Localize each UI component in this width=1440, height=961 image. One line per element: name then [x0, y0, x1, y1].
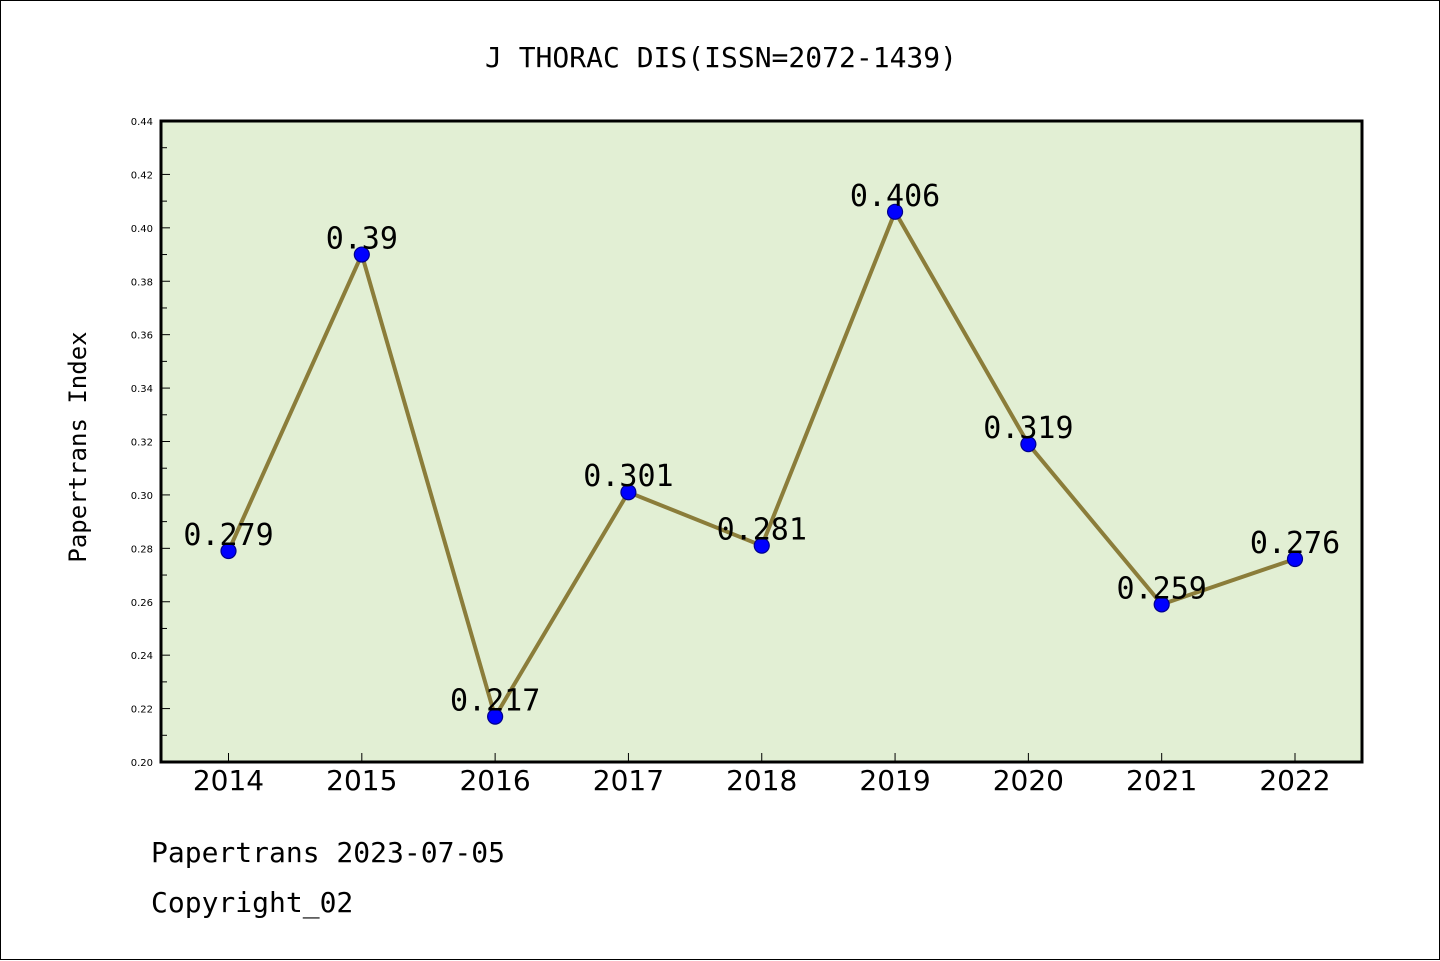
y-axis: 0.20 0.22 0.24 0.26 0.28 0.30 0.32 0.34 0.36 0.38…	[131, 117, 170, 769]
data-point-label: 0.276	[1250, 526, 1340, 561]
x-tick-label: 2019	[859, 764, 930, 797]
data-point-label: 0.281	[717, 513, 807, 548]
y-tick-label: 0.26	[131, 598, 153, 609]
y-tick-label: 0.38	[131, 277, 153, 288]
x-tick-label: 2021	[1126, 764, 1197, 797]
x-tick-label: 2016	[459, 764, 530, 797]
data-point-marker	[353, 246, 370, 263]
x-tick-label: 2018	[726, 764, 797, 797]
x-tick-label: 2014	[193, 764, 264, 797]
data-point-marker	[1153, 596, 1170, 613]
data-point-marker	[1020, 436, 1037, 453]
y-tick-label: 0.32	[131, 438, 153, 449]
data-point-marker	[886, 203, 904, 220]
series-markers	[220, 203, 1304, 725]
data-labels: 0.279 0.39 0.217 0.301 0.281 0.406 0.319 0.259 0…	[183, 179, 1340, 719]
data-point-marker	[487, 708, 504, 725]
data-point-marker	[620, 484, 637, 501]
y-tick-label: 0.20	[131, 758, 153, 769]
footer-copyright: Copyright_02	[151, 886, 354, 919]
data-point-label: 0.279	[183, 518, 273, 553]
y-tick-label: 0.28	[131, 544, 153, 555]
footer-date: Papertrans 2023-07-05	[151, 836, 506, 869]
data-point-label: 0.319	[983, 411, 1073, 446]
data-point-label: 0.39	[326, 222, 398, 257]
y-tick-label: 0.44	[131, 117, 153, 128]
x-tick-label: 2017	[593, 764, 664, 797]
y-tick-label: 0.24	[131, 651, 153, 662]
y-axis-label: Papertrans Index	[64, 331, 92, 562]
y-tick-label: 0.36	[131, 331, 153, 342]
data-point-marker	[220, 542, 237, 560]
x-tick-label: 2022	[1259, 764, 1330, 797]
x-axis: 2014 2015 2016 2017 2018 2019 2020 2021 2022	[193, 753, 1331, 797]
y-tick-label: 0.34	[131, 384, 153, 395]
x-tick-label: 2015	[326, 764, 397, 797]
data-point-marker	[1286, 550, 1304, 568]
data-point-label: 0.217	[450, 684, 540, 719]
data-point-label: 0.406	[850, 179, 940, 214]
data-point-label: 0.301	[583, 459, 673, 494]
y-tick-label: 0.40	[131, 224, 153, 235]
y-tick-label: 0.22	[131, 705, 153, 716]
y-tick-label: 0.42	[131, 170, 153, 181]
plot-area	[159, 119, 1364, 764]
x-tick-label: 2020	[993, 764, 1064, 797]
chart-title: J THORAC DIS(ISSN=2072-1439)	[485, 41, 957, 74]
data-point-marker	[753, 537, 770, 554]
data-point-label: 0.259	[1117, 571, 1207, 606]
y-tick-label: 0.30	[131, 491, 153, 502]
